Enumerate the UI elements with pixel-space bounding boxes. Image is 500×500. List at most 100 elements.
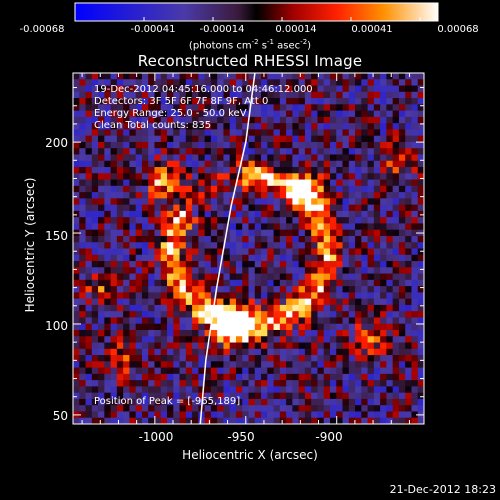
heatmap-cell: [148, 123, 155, 130]
heatmap-cell: [148, 273, 155, 281]
heatmap-cell: [336, 185, 344, 193]
heatmap-cell: [135, 286, 143, 293]
heatmap-cell: [154, 254, 162, 262]
heatmap-cell: [267, 73, 275, 80]
heatmap-cell: [261, 141, 268, 149]
heatmap-cell: [417, 273, 425, 281]
heatmap-cell: [192, 248, 199, 256]
heatmap-cell: [129, 417, 137, 425]
heatmap-cell: [323, 311, 331, 318]
heatmap-cell: [154, 304, 162, 312]
heatmap-cell: [304, 298, 312, 306]
heatmap-cell: [380, 217, 387, 224]
heatmap-cell: [417, 185, 425, 193]
heatmap-cell: [323, 279, 331, 287]
heatmap-cell: [129, 229, 137, 237]
heatmap-cell: [248, 367, 256, 375]
heatmap-cell: [110, 160, 118, 168]
heatmap-cell: [323, 380, 331, 387]
heatmap-cell: [160, 79, 168, 87]
heatmap-cell: [148, 185, 155, 193]
heatmap-cell: [329, 141, 337, 149]
heatmap-cell: [85, 273, 93, 281]
heatmap-cell: [317, 160, 325, 168]
heatmap-cell: [311, 185, 318, 193]
heatmap-cell: [267, 204, 275, 212]
heatmap-cell: [336, 129, 344, 137]
heatmap-cell: [242, 411, 249, 419]
heatmap-cell: [104, 85, 112, 93]
heatmap-cell: [311, 292, 318, 300]
heatmap-cell: [386, 317, 394, 325]
heatmap-cell: [317, 373, 325, 381]
heatmap-cell: [261, 248, 268, 256]
heatmap-cell: [273, 79, 281, 87]
heatmap-cell: [336, 323, 344, 331]
heatmap-cell: [173, 348, 181, 356]
heatmap-cell: [380, 361, 387, 369]
heatmap-cell: [317, 198, 325, 206]
heatmap-cell: [317, 79, 325, 87]
heatmap-cell: [361, 91, 369, 99]
heatmap-cell: [173, 373, 181, 381]
heatmap-cell: [235, 73, 243, 80]
heatmap-cell: [254, 123, 262, 130]
heatmap-cell: [254, 348, 262, 356]
heatmap-cell: [336, 273, 344, 281]
heatmap-cell: [361, 210, 369, 218]
heatmap-cell: [248, 342, 256, 350]
heatmap-cell: [405, 154, 412, 162]
heatmap-cell: [254, 417, 262, 425]
heatmap-cell: [267, 116, 275, 124]
heatmap-cell: [204, 223, 212, 231]
heatmap-cell: [267, 198, 275, 206]
heatmap-cell: [317, 204, 325, 212]
heatmap-cell: [373, 135, 381, 143]
heatmap-cell: [235, 173, 243, 181]
heatmap-cell: [411, 248, 419, 256]
heatmap-cell: [179, 129, 187, 137]
heatmap-cell: [373, 367, 381, 375]
heatmap-cell: [242, 336, 249, 344]
heatmap-cell: [304, 329, 312, 337]
heatmap-cell: [235, 129, 243, 137]
heatmap-cell: [116, 116, 124, 124]
heatmap-cell: [405, 73, 412, 80]
heatmap-cell: [386, 185, 394, 193]
heatmap-cell: [261, 210, 268, 218]
heatmap-cell: [98, 85, 105, 93]
heatmap-cell: [386, 110, 394, 118]
heatmap-cell: [229, 273, 237, 281]
heatmap-cell: [110, 336, 118, 344]
heatmap-cell: [116, 192, 124, 199]
heatmap-cell: [242, 185, 249, 193]
heatmap-cell: [298, 123, 306, 130]
heatmap-cell: [248, 311, 256, 318]
heatmap-cell: [79, 248, 87, 256]
heatmap-cell: [192, 386, 199, 394]
heatmap-cell: [198, 110, 206, 118]
heatmap-cell: [355, 386, 362, 394]
heatmap-cell: [167, 79, 174, 87]
heatmap-cell: [361, 355, 369, 362]
heatmap-cell: [417, 355, 425, 362]
heatmap-cell: [179, 104, 187, 112]
heatmap-cell: [386, 123, 394, 130]
heatmap-cell: [185, 292, 193, 300]
heatmap-cell: [342, 336, 350, 344]
heatmap-cell: [91, 217, 99, 224]
heatmap-cell: [73, 304, 80, 312]
heatmap-cell: [261, 392, 268, 400]
heatmap-cell: [242, 348, 249, 356]
heatmap-cell: [185, 204, 193, 212]
heatmap-cell: [235, 411, 243, 419]
heatmap-cell: [73, 286, 80, 293]
heatmap-cell: [373, 235, 381, 243]
heatmap-cell: [79, 279, 87, 287]
heatmap-cell: [411, 355, 419, 362]
heatmap-cell: [148, 398, 155, 406]
heatmap-cell: [386, 355, 394, 362]
heatmap-cell: [348, 179, 356, 187]
heatmap-cell: [329, 398, 337, 406]
heatmap-cell: [79, 116, 87, 124]
